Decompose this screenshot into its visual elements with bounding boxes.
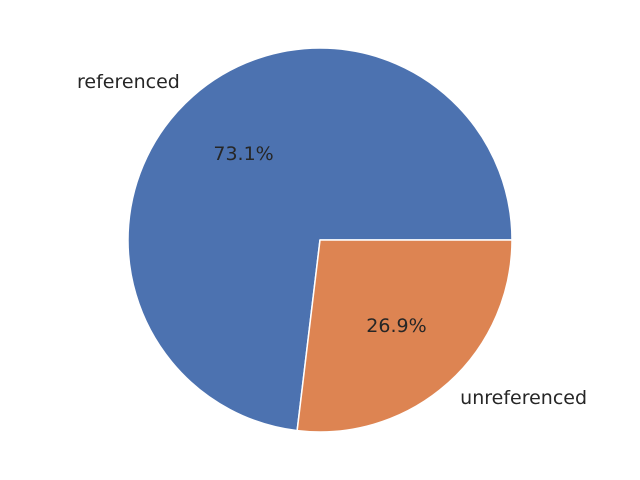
slice-label-unreferenced: unreferenced xyxy=(460,387,587,409)
slice-label-referenced: referenced xyxy=(77,71,180,93)
pie-labels: referenced 73.1% unreferenced 26.9% xyxy=(77,71,587,409)
pie-slices xyxy=(127,47,513,433)
slice-percent-unreferenced: 26.9% xyxy=(366,315,426,337)
pie-slice-unreferenced xyxy=(296,239,513,433)
slice-percent-referenced: 73.1% xyxy=(213,143,273,165)
